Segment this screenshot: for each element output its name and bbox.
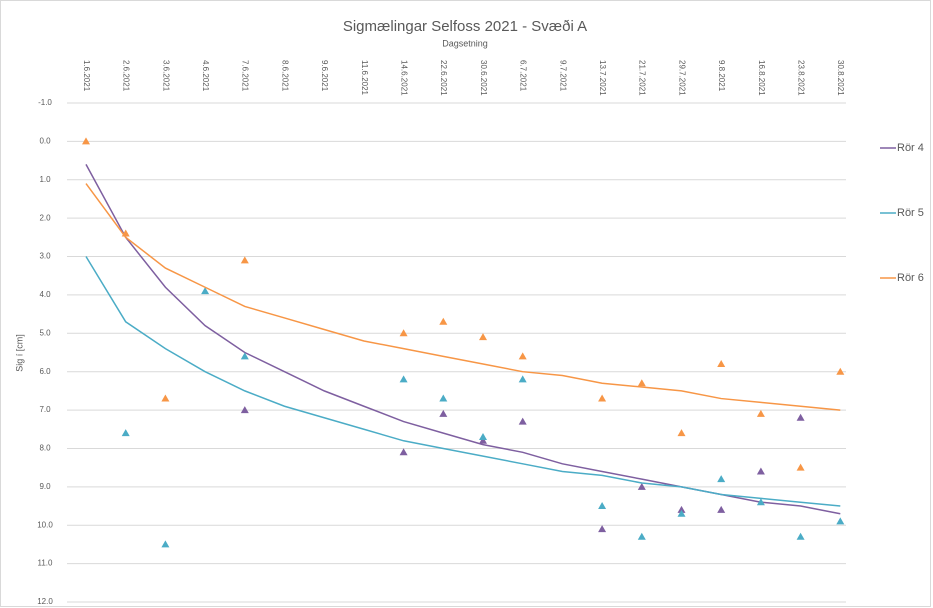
y-tick-label: 12.0 <box>37 597 53 606</box>
legend-label: Rör 5 <box>897 207 924 219</box>
x-tick-label: 29.7.2021 <box>677 60 686 96</box>
x-tick-label: 16.8.2021 <box>757 60 766 96</box>
data-point <box>161 540 170 548</box>
data-point <box>756 498 765 506</box>
x-tick-label: 30.8.2021 <box>836 60 845 96</box>
data-point <box>637 379 646 387</box>
legend-label: Rör 4 <box>897 142 924 154</box>
data-point <box>598 394 607 402</box>
data-point <box>479 333 487 341</box>
x-tick-label: 11.6.2021 <box>360 60 369 96</box>
trend-line <box>85 183 841 411</box>
data-point <box>836 367 845 375</box>
chart-title: Sigmælingar Selfoss 2021 - Svæði A <box>343 18 587 35</box>
data-point <box>836 517 845 525</box>
y-tick-label: 10.0 <box>37 520 53 529</box>
data-point <box>717 505 726 513</box>
data-point <box>598 502 607 510</box>
data-point <box>598 525 607 533</box>
data-point <box>637 482 646 490</box>
data-point <box>756 409 765 417</box>
y-tick-label: 1.0 <box>39 175 51 184</box>
data-point <box>518 375 527 383</box>
data-point <box>439 317 448 325</box>
x-axis-label: Dagsetning <box>442 38 488 48</box>
data-point <box>399 375 408 383</box>
y-tick-label: 9.0 <box>39 482 51 491</box>
x-tick-label: 21.7.2021 <box>638 60 647 96</box>
data-point <box>677 505 686 513</box>
data-point <box>796 532 805 540</box>
x-tick-label: 13.7.2021 <box>598 60 607 96</box>
y-tick-label: 2.0 <box>39 213 51 222</box>
y-tick-label: 6.0 <box>39 367 51 376</box>
data-point <box>439 409 448 417</box>
x-tick-label: 7.6.2021 <box>241 60 250 92</box>
data-point <box>161 394 170 402</box>
data-point <box>121 229 130 237</box>
x-tick-label: 9.6.2021 <box>320 60 329 92</box>
x-tick-label: 9.7.2021 <box>558 60 567 92</box>
x-tick-label: 1.6.2021 <box>82 60 91 92</box>
y-tick-label: 5.0 <box>39 328 51 337</box>
data-point <box>121 429 130 437</box>
x-tick-label: 6.7.2021 <box>519 60 528 92</box>
trend-line <box>85 256 841 507</box>
data-point <box>756 467 765 475</box>
y-tick-label: 7.0 <box>39 405 51 414</box>
data-point <box>399 329 408 337</box>
y-tick-label: 3.0 <box>39 252 51 261</box>
data-point <box>201 287 210 295</box>
x-tick-label: 4.6.2021 <box>201 60 210 92</box>
x-tick-label: 30.6.2021 <box>479 60 488 96</box>
data-point <box>240 256 249 264</box>
y-tick-label: 4.0 <box>39 290 51 299</box>
data-point <box>637 532 646 540</box>
data-point <box>796 413 805 421</box>
y-axis-label: Sig í [cm] <box>14 334 24 372</box>
data-point <box>240 352 249 360</box>
data-point <box>717 360 726 368</box>
x-tick-label: 8.6.2021 <box>280 60 289 92</box>
data-point <box>82 137 90 145</box>
data-point <box>439 394 448 402</box>
data-point <box>677 429 686 437</box>
data-point <box>479 432 487 440</box>
x-tick-label: 22.6.2021 <box>439 60 448 96</box>
x-tick-label: 2.6.2021 <box>122 60 131 92</box>
y-tick-label: 8.0 <box>39 444 51 453</box>
y-tick-label: 0.0 <box>39 136 51 145</box>
y-tick-label: 11.0 <box>38 559 54 568</box>
x-tick-label: 14.6.2021 <box>399 60 408 96</box>
data-point <box>677 509 686 517</box>
data-point <box>518 352 527 360</box>
data-point <box>479 436 487 444</box>
data-point <box>240 406 249 414</box>
data-point <box>518 417 527 425</box>
x-tick-label: 3.6.2021 <box>161 60 170 92</box>
legend-label: Rör 6 <box>897 272 924 284</box>
x-tick-label: 9.8.2021 <box>717 60 726 92</box>
data-point <box>399 448 408 456</box>
data-point <box>717 475 726 483</box>
x-tick-label: 23.8.2021 <box>796 60 805 96</box>
data-point <box>796 463 805 471</box>
y-tick-label: -1.0 <box>38 98 52 107</box>
